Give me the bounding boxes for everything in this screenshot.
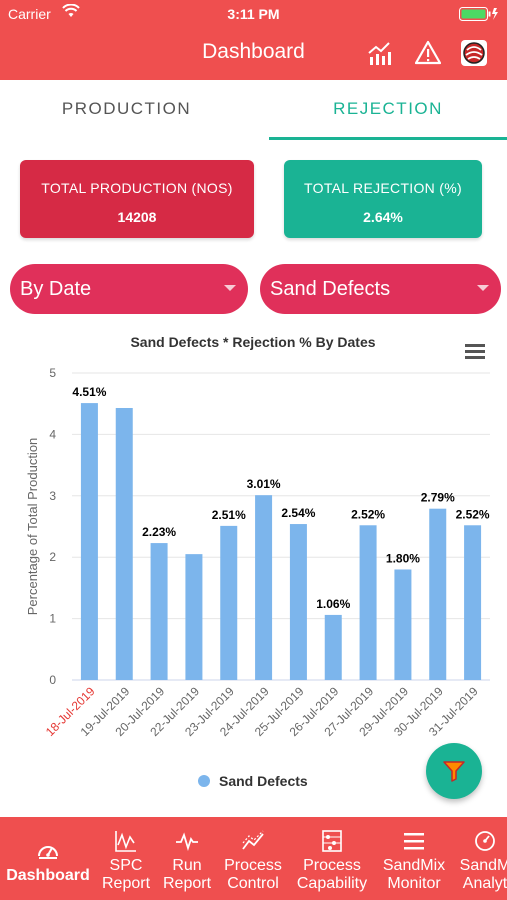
profile-icon[interactable] bbox=[461, 40, 487, 66]
bottom-nav-label: SandM Analyt bbox=[459, 857, 507, 892]
data-label: 2.51% bbox=[212, 508, 246, 522]
chart-bar bbox=[359, 525, 377, 680]
pulse-icon bbox=[175, 829, 199, 853]
rejection-chart: Sand Defects * Rejection % By Dates 0 1 2 3 4… bbox=[0, 322, 507, 817]
tab-rejection[interactable]: REJECTION bbox=[333, 99, 443, 118]
menu-icon bbox=[402, 829, 426, 853]
chart-bar bbox=[324, 614, 342, 680]
defect-dropdown-value: Sand Defects bbox=[270, 278, 391, 300]
filter-button[interactable] bbox=[426, 743, 482, 799]
chevron-down-icon bbox=[224, 285, 236, 291]
total-production-label: TOTAL PRODUCTION (NOS) bbox=[41, 180, 233, 196]
bottom-nav-spc-report[interactable]: SPC Report bbox=[96, 817, 156, 900]
data-label: 1.80% bbox=[386, 551, 420, 565]
chart-bar bbox=[289, 524, 307, 680]
data-label: 2.54% bbox=[281, 506, 315, 520]
filter-icon bbox=[443, 761, 465, 782]
bottom-nav-label: Run Report bbox=[162, 857, 212, 892]
chart-bar bbox=[150, 543, 168, 680]
bottom-nav-label: SPC Report bbox=[101, 857, 151, 892]
bottom-nav-dashboard[interactable]: Dashboard bbox=[0, 817, 96, 900]
bottom-nav-label: Process Capability bbox=[296, 857, 368, 892]
chart-title: Sand Defects * Rejection % By Dates bbox=[130, 334, 375, 350]
chart-bar bbox=[464, 525, 482, 680]
data-label: 2.79% bbox=[421, 491, 455, 505]
total-rejection-label: TOTAL REJECTION (%) bbox=[304, 180, 462, 196]
bottom-nav-label: Dashboard bbox=[6, 867, 90, 884]
status-time: 3:11 PM bbox=[227, 6, 280, 22]
active-tab-indicator bbox=[269, 137, 507, 140]
period-dropdown-value: By Date bbox=[20, 278, 92, 300]
legend-marker bbox=[198, 775, 210, 787]
chart-icon[interactable] bbox=[367, 40, 393, 66]
tab-production[interactable]: PRODUCTION bbox=[61, 99, 192, 118]
y-tick-label: 2 bbox=[49, 550, 56, 564]
total-production-card: TOTAL PRODUCTION (NOS) 14208 bbox=[20, 160, 254, 238]
chart-bar bbox=[429, 508, 447, 680]
page-title: Dashboard bbox=[202, 40, 305, 63]
tab-bar: PRODUCTION REJECTION bbox=[0, 80, 507, 140]
chart-canvas: Sand Defects * Rejection % By Dates 0 1 2 3 4… bbox=[25, 334, 490, 789]
defect-dropdown[interactable]: Sand Defects bbox=[260, 264, 501, 314]
y-tick-label: 3 bbox=[49, 489, 56, 503]
chart-bar bbox=[185, 554, 203, 680]
warning-icon[interactable] bbox=[414, 40, 442, 66]
gauge-icon bbox=[473, 829, 497, 853]
chart-menu-icon[interactable] bbox=[465, 344, 485, 359]
bottom-nav: Dashboard SPC Report Run Report Process … bbox=[0, 817, 507, 900]
period-dropdown[interactable]: By Date bbox=[10, 264, 248, 314]
y-tick-label: 4 bbox=[49, 427, 56, 441]
y-tick-label: 5 bbox=[49, 366, 56, 380]
speedometer-icon bbox=[36, 839, 60, 863]
bottom-nav-run-report[interactable]: Run Report bbox=[158, 817, 216, 900]
chart-bar bbox=[80, 403, 98, 680]
data-label: 2.52% bbox=[456, 507, 490, 521]
chart-bar bbox=[220, 525, 238, 680]
total-rejection-card: TOTAL REJECTION (%) 2.64% bbox=[284, 160, 482, 238]
bottom-nav-label: Process Control bbox=[224, 857, 282, 892]
bottom-nav-label: SandMix Monitor bbox=[382, 857, 446, 892]
chart-bar bbox=[394, 569, 412, 680]
data-label: 2.52% bbox=[351, 507, 385, 521]
status-bar: Carrier 3:11 PM bbox=[0, 0, 507, 28]
carrier-label: Carrier bbox=[8, 6, 51, 22]
bottom-nav-sandmix-monitor[interactable]: SandMix Monitor bbox=[376, 817, 452, 900]
chart-bar bbox=[115, 407, 133, 680]
app-header: Carrier 3:11 PM Dashboard bbox=[0, 0, 507, 80]
legend-entry: Sand Defects bbox=[219, 773, 308, 789]
y-axis-label: Percentage of Total Production bbox=[25, 438, 40, 616]
data-label: 4.51% bbox=[72, 385, 106, 399]
trend-icon bbox=[241, 829, 265, 853]
spc-chart-icon bbox=[114, 829, 138, 853]
chevron-down-icon bbox=[477, 285, 489, 291]
chart-bar bbox=[255, 495, 273, 680]
wifi-icon bbox=[62, 3, 80, 21]
data-label: 3.01% bbox=[247, 477, 281, 491]
bottom-nav-process-control[interactable]: Process Control bbox=[216, 817, 290, 900]
abacus-icon bbox=[320, 829, 344, 853]
bottom-nav-sandmix-analytics[interactable]: SandM Analyt bbox=[452, 817, 507, 900]
battery-icon bbox=[459, 7, 499, 21]
data-label: 2.23% bbox=[142, 525, 176, 539]
y-tick-label: 0 bbox=[49, 673, 56, 687]
bottom-nav-process-capability[interactable]: Process Capability bbox=[290, 817, 374, 900]
total-rejection-value: 2.64% bbox=[363, 209, 403, 225]
y-tick-label: 1 bbox=[49, 612, 56, 626]
data-label: 1.06% bbox=[316, 597, 350, 611]
total-production-value: 14208 bbox=[117, 209, 157, 225]
